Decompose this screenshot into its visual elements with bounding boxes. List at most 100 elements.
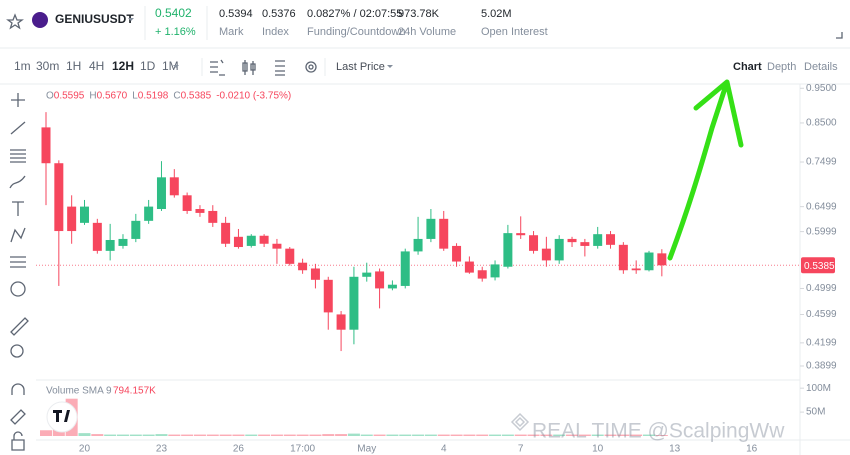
indicators-icon[interactable] [210, 59, 225, 76]
candle-body [477, 270, 487, 279]
volume-bar [91, 434, 104, 436]
candle-body [606, 234, 616, 245]
last-price-label: 0.5385 [804, 261, 835, 272]
interval[interactable]: 30m [36, 59, 59, 73]
candle-body [246, 235, 256, 246]
volume-bar [527, 434, 540, 436]
x-tick-label: 13 [669, 444, 681, 455]
view-tab[interactable]: Chart [733, 61, 762, 73]
volume-bar [373, 434, 386, 436]
candle-body [41, 127, 51, 164]
volume-bar [437, 434, 450, 436]
interval[interactable]: 12H [112, 59, 134, 73]
candle-body [208, 210, 218, 223]
y-tick-label: 50M [806, 407, 825, 418]
volume-bar [360, 434, 373, 436]
volume-bar [578, 434, 591, 436]
interval[interactable]: 1M [162, 59, 179, 73]
symbol-dropdown[interactable] [128, 18, 134, 21]
candle-body [92, 222, 102, 251]
price-type-dropdown[interactable] [387, 65, 393, 68]
candle-body [323, 279, 333, 313]
volume-bar [489, 434, 502, 436]
volume-bar [450, 434, 463, 436]
trendline-tool[interactable] [10, 121, 26, 135]
symbol[interactable]: GENIUSUSDT [55, 12, 134, 26]
candle-body [259, 235, 269, 244]
projection-tool[interactable] [10, 256, 26, 268]
interval[interactable]: 1H [66, 59, 81, 73]
ruler-tool[interactable] [10, 317, 29, 336]
candle-body [644, 252, 654, 271]
lock-tool[interactable] [11, 431, 25, 451]
candle-body [336, 314, 346, 330]
volume-bar [232, 434, 245, 436]
candle-body [464, 261, 474, 273]
interval[interactable]: 1m [14, 59, 31, 73]
candle-body [272, 243, 282, 249]
candle-body [298, 262, 308, 271]
stat-label: Mark [219, 26, 244, 38]
last-price-box [801, 257, 835, 274]
crosshair-tool[interactable] [11, 93, 25, 107]
candle-body [618, 244, 628, 271]
candle-body [567, 238, 577, 243]
volume-bar [270, 434, 283, 436]
volume-bar [78, 433, 91, 436]
emoji-tool[interactable] [10, 281, 26, 297]
text-tool[interactable] [12, 201, 24, 216]
fib-tool[interactable] [10, 149, 26, 163]
candle-body [362, 272, 372, 277]
candle-body [593, 234, 603, 246]
stat-value: 973.78K [398, 8, 440, 20]
plot: 0.9500 0.8500 0.7499 0.6499 0.5999 0.4999 0.45… [36, 83, 837, 455]
candle-body [387, 284, 397, 289]
price-type[interactable]: Last Price [336, 61, 385, 73]
candle-type-icon[interactable] [242, 60, 256, 75]
y-tick-label: 0.5999 [806, 226, 837, 237]
settings-icon[interactable] [305, 61, 317, 73]
watermark: REAL TIME @ScalpingWw [510, 412, 785, 443]
candle-body [131, 220, 141, 239]
volume-bar [142, 434, 155, 436]
x-tick-label: 20 [79, 444, 91, 455]
x-tick-label: 10 [592, 444, 604, 455]
volume-bar [258, 434, 271, 436]
legend-change: -0.0210 (-3.75%) [216, 91, 291, 102]
candle-body [233, 236, 243, 248]
x-tick-label: 7 [518, 444, 524, 455]
candle-body [156, 177, 166, 210]
interval[interactable]: 1D [140, 59, 156, 73]
y-tick-label: 0.9500 [806, 83, 837, 94]
brush-tool[interactable] [9, 175, 26, 189]
collapse[interactable] [836, 32, 843, 39]
y-tick-label: 0.7499 [806, 157, 837, 168]
candle-body [349, 276, 359, 330]
zoom-tool[interactable] [10, 344, 24, 358]
volume-bar [617, 434, 630, 436]
layout-icon[interactable] [275, 60, 285, 76]
favorite-star[interactable] [6, 13, 24, 30]
y-tick-label: 0.4199 [806, 338, 837, 349]
volume-bar [514, 434, 527, 436]
magnet-tool[interactable] [11, 383, 25, 395]
y-tick-label: 0.6499 [806, 201, 837, 212]
candle-body [541, 248, 551, 261]
view-tab[interactable]: Depth [767, 61, 796, 73]
y-tick-label: 100M [806, 383, 831, 394]
volume-bar [604, 434, 617, 436]
interval[interactable]: 4H [89, 59, 104, 73]
candle-body [452, 245, 462, 262]
stat-value: 0.5394 [219, 8, 253, 20]
interval-dropdown[interactable] [173, 65, 179, 68]
candle-body [105, 239, 115, 251]
volume-bar [463, 434, 476, 436]
candle-body [221, 222, 231, 244]
view-tab[interactable]: Details [804, 61, 838, 73]
candle-body [439, 218, 449, 249]
lock-draw-tool[interactable] [10, 409, 26, 425]
candle-body [144, 206, 154, 221]
x-tick-label: 4 [441, 444, 447, 455]
pattern-tool[interactable] [10, 227, 26, 243]
